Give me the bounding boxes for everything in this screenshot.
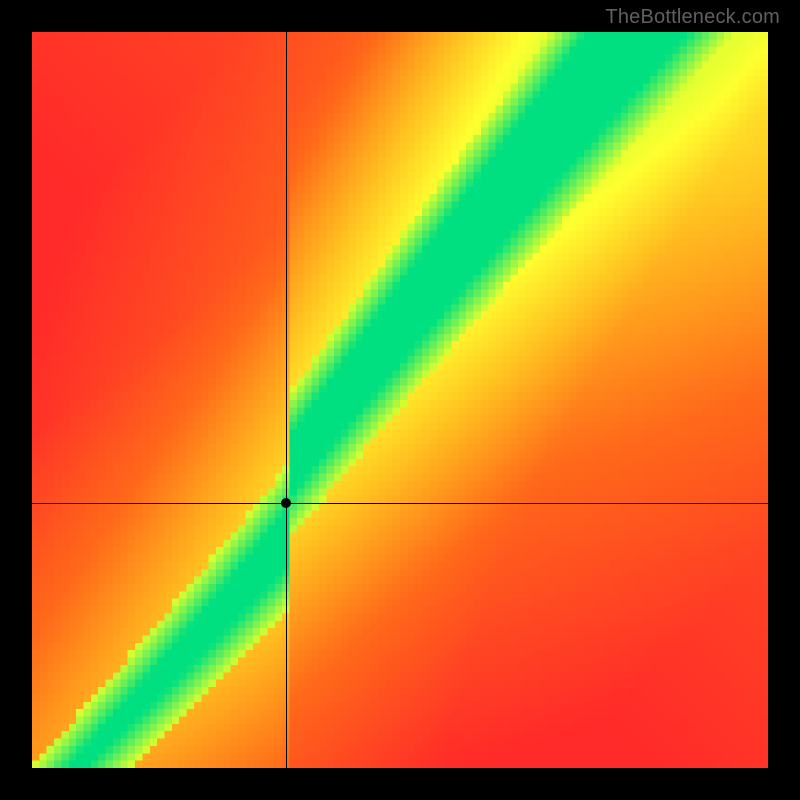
marker-dot bbox=[281, 498, 291, 508]
plot-area bbox=[32, 32, 768, 768]
watermark-text: TheBottleneck.com bbox=[605, 6, 780, 29]
heatmap-canvas bbox=[32, 32, 768, 768]
crosshair-vertical bbox=[286, 32, 287, 768]
crosshair-horizontal bbox=[32, 503, 768, 504]
